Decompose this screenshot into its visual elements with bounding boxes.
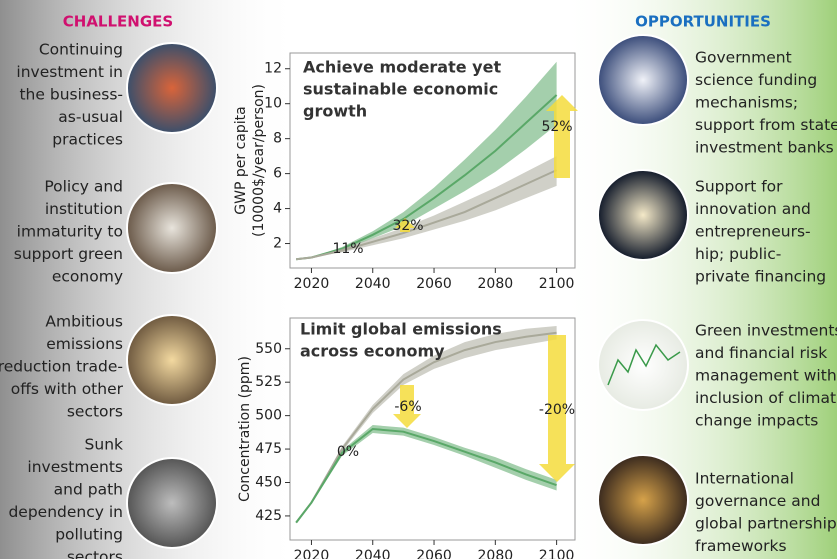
annotation: 32% (392, 218, 423, 234)
side-text: inclusion of climate (695, 389, 837, 407)
y-tick-label: 2 (273, 236, 282, 252)
x-tick-label: 2020 (294, 548, 330, 559)
y-axis-label: (10000$/year/person) (251, 84, 267, 237)
side-text: Sunk (85, 436, 123, 454)
annotation: 11% (332, 241, 363, 257)
side-text: support green (14, 245, 123, 263)
y-axis-label: Concentration (ppm) (237, 356, 253, 502)
annotation: -6% (394, 399, 421, 415)
side-text: entrepreneurs- (695, 223, 811, 241)
side-text: and path (54, 481, 123, 499)
side-text: as-usual (58, 108, 123, 126)
y-axis-label: GWP per capita (233, 106, 249, 214)
photo (597, 319, 689, 411)
photo-detail (607, 343, 681, 386)
side-text: change impacts (695, 412, 818, 430)
plot-frame (289, 317, 576, 541)
chart-title: across economy (300, 342, 445, 361)
side-text: Government (695, 49, 792, 67)
y-tick-label: 550 (255, 341, 282, 357)
side-text: sectors (67, 403, 123, 421)
y-tick-label: 4 (273, 201, 282, 217)
side-text: investment banks (695, 139, 834, 157)
challenges-heading: CHALLENGES (63, 13, 173, 31)
side-text: Support for (695, 178, 783, 196)
arrow (395, 218, 415, 232)
x-tick-label: 2100 (539, 548, 575, 559)
side-text: innovation and (695, 200, 811, 218)
y-tick-label: 425 (255, 508, 282, 524)
chart-title: growth (303, 102, 367, 121)
chart-title: Achieve moderate yet (303, 58, 501, 77)
plot-frame (289, 52, 576, 269)
side-text: management with (695, 367, 837, 385)
side-text: science funding (695, 71, 817, 89)
x-tick-label: 2060 (416, 276, 452, 292)
photo (126, 182, 218, 274)
side-text: polluting (55, 526, 123, 544)
side-text: support from state (695, 116, 837, 134)
side-text: global partnership (695, 515, 837, 533)
chart-title: sustainable economic (303, 80, 498, 99)
opportunities-heading: OPPORTUNITIES (635, 13, 771, 31)
side-text: private financing (695, 268, 826, 286)
photo (597, 169, 689, 261)
side-text: immaturity to (17, 223, 123, 241)
series-line (296, 169, 558, 261)
y-tick-label: 12 (264, 61, 282, 77)
side-text: reduction trade- (0, 358, 123, 376)
side-text: economy (52, 268, 123, 286)
annotation: -20% (539, 402, 575, 418)
side-text: frameworks (695, 537, 787, 555)
photo (126, 42, 218, 134)
side-text: investments (27, 458, 123, 476)
x-tick-label: 2020 (294, 276, 330, 292)
x-tick-label: 2080 (478, 276, 514, 292)
x-tick-label: 2100 (539, 276, 575, 292)
x-tick-label: 2040 (355, 548, 391, 559)
y-tick-label: 6 (273, 166, 282, 182)
side-text: Ambitious (45, 313, 123, 331)
side-text: mechanisms; (695, 94, 798, 112)
side-text: dependency in (8, 503, 123, 521)
y-tick-label: 525 (255, 374, 282, 390)
side-text: and financial risk (695, 344, 827, 362)
y-tick-label: 8 (273, 131, 282, 147)
arrow (546, 95, 578, 178)
photo (126, 314, 218, 406)
side-text: Policy and (44, 178, 123, 196)
side-text: practices (52, 131, 123, 149)
side-text: the business- (19, 86, 123, 104)
side-text: governance and (695, 492, 820, 510)
annotation: 0% (337, 444, 359, 460)
annotation: 52% (541, 119, 572, 135)
photo (597, 34, 689, 126)
arrow (539, 335, 575, 482)
side-text: sectors (67, 548, 123, 559)
side-text: hip; public- (695, 245, 781, 263)
y-tick-label: 500 (255, 408, 282, 424)
y-tick-label: 10 (264, 96, 282, 112)
chart-title: Limit global emissions (300, 320, 502, 339)
side-text: institution (45, 200, 123, 218)
side-text: offs with other (11, 380, 124, 398)
band (296, 61, 557, 260)
side-text: Continuing (39, 41, 123, 59)
series-line (295, 427, 557, 524)
photo (597, 454, 689, 546)
y-tick-label: 475 (255, 441, 282, 457)
side-text: emissions (46, 335, 123, 353)
side-text: Green investments (695, 322, 837, 340)
photo (126, 457, 218, 549)
side-text: International (695, 470, 794, 488)
x-tick-label: 2060 (416, 548, 452, 559)
arrow (393, 385, 421, 428)
x-tick-label: 2040 (355, 276, 391, 292)
y-tick-label: 450 (255, 474, 282, 490)
x-tick-label: 2080 (478, 548, 514, 559)
side-text: investment in (16, 63, 123, 81)
